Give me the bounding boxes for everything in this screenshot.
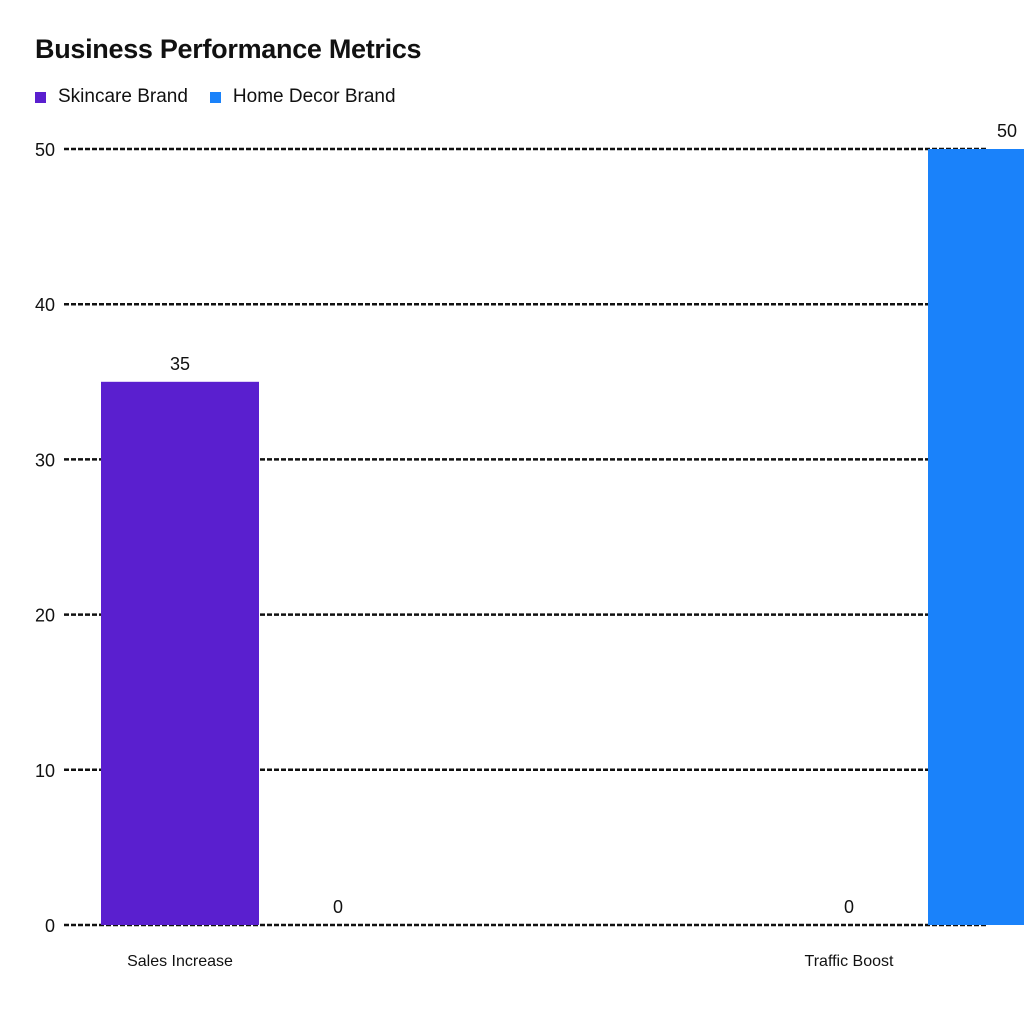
y-tick-label-50: 50 — [35, 140, 55, 160]
y-tick-label-20: 20 — [35, 606, 55, 626]
bars — [101, 149, 1024, 925]
legend-swatch-home-decor — [209, 91, 221, 103]
x-tick-label-sales-increase: Sales Increase — [127, 953, 233, 970]
x-tick-label-traffic-boost: Traffic Boost — [805, 953, 894, 970]
chart-legend: Skincare Brand Home Decor Brand — [35, 86, 396, 108]
chart-title: Business Performance Metrics — [35, 34, 422, 64]
data-label-skincare-brand-traffic-boost: 0 — [844, 897, 854, 917]
legend-swatch-skincare — [35, 91, 46, 103]
x-axis-ticks: Sales Increase Traffic Boost — [127, 953, 894, 970]
bar-home-decor-brand-traffic-boost — [928, 149, 1024, 925]
legend-item-home-decor: Home Decor Brand — [209, 86, 396, 108]
y-tick-label-0: 0 — [45, 916, 55, 936]
legend-label-home-decor: Home Decor Brand — [232, 86, 396, 107]
y-tick-label-10: 10 — [35, 761, 55, 781]
y-axis-ticks: 0 10 20 30 40 50 — [35, 140, 55, 936]
y-tick-label-30: 30 — [35, 450, 55, 470]
data-label-home-decor-brand-sales-increase: 0 — [333, 897, 343, 917]
data-label-skincare-brand-sales-increase: 35 — [170, 354, 190, 374]
bar-skincare-brand-sales-increase — [101, 381, 259, 925]
data-label-home-decor-brand-traffic-boost: 50 — [997, 121, 1017, 141]
legend-label-skincare: Skincare Brand — [58, 86, 188, 107]
legend-item-skincare: Skincare Brand — [35, 86, 188, 108]
data-labels: 35 0 0 50 — [170, 121, 1017, 917]
y-tick-label-40: 40 — [35, 295, 55, 315]
